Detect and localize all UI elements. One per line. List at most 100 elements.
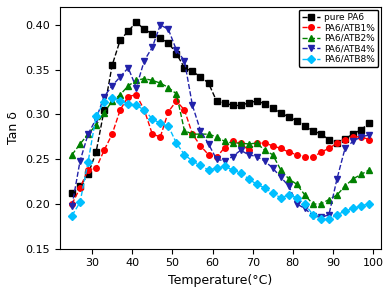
pure PA6 [78,184,83,188]
PA6/ATB1% [166,110,171,113]
Line: PA6/ATB2%: PA6/ATB2% [69,76,372,207]
pure PA6 [214,99,219,103]
PA6/ATB1% [254,141,259,145]
PA6/ATB4% [126,66,131,70]
PA6/ATB2% [335,193,339,197]
PA6/ATB4% [310,214,315,217]
PA6/ATB8% [262,186,267,190]
PA6/ATB4% [166,28,171,31]
PA6/ATB8% [222,165,227,168]
pure PA6 [198,75,203,78]
PA6/ATB2% [222,140,227,143]
PA6/ATB1% [367,138,371,141]
PA6/ATB4% [86,132,90,136]
PA6/ATB4% [278,175,283,179]
PA6/ATB8% [174,141,179,145]
PA6/ATB1% [126,95,131,98]
Legend: pure PA6, PA6/ATB1%, PA6/ATB2%, PA6/ATB4%, PA6/ATB8%: pure PA6, PA6/ATB1%, PA6/ATB2%, PA6/ATB4… [299,10,378,67]
PA6/ATB1% [343,138,347,141]
PA6/ATB4% [142,59,147,62]
PA6/ATB2% [174,92,179,96]
PA6/ATB1% [198,144,203,148]
PA6/ATB8% [367,202,371,206]
PA6/ATB8% [287,193,291,197]
PA6/ATB8% [214,166,219,170]
PA6/ATB4% [118,75,122,78]
PA6/ATB4% [150,46,155,49]
pure PA6 [110,64,115,67]
PA6/ATB1% [287,150,291,154]
PA6/ATB4% [182,59,187,62]
PA6/ATB4% [335,177,339,181]
PA6/ATB1% [351,135,355,138]
PA6/ATB2% [110,99,115,103]
pure PA6 [102,108,106,112]
PA6/ATB4% [94,117,99,121]
PA6/ATB1% [310,156,315,159]
PA6/ATB8% [343,209,347,213]
PA6/ATB2% [198,132,203,136]
PA6/ATB1% [359,135,363,138]
PA6/ATB8% [335,213,339,216]
PA6/ATB4% [174,48,179,52]
PA6/ATB2% [158,81,163,85]
pure PA6 [294,119,299,123]
PA6/ATB4% [158,23,163,27]
Line: PA6/ATB4%: PA6/ATB4% [69,22,372,220]
PA6/ATB1% [206,153,211,156]
pure PA6 [142,28,147,31]
pure PA6 [206,81,211,85]
PA6/ATB1% [278,147,283,150]
Line: PA6/ATB8%: PA6/ATB8% [69,96,372,222]
PA6/ATB4% [351,140,355,143]
PA6/ATB8% [198,164,203,167]
pure PA6 [158,36,163,40]
PA6/ATB8% [126,102,131,106]
PA6/ATB8% [271,191,275,195]
pure PA6 [118,38,122,42]
PA6/ATB1% [246,148,251,152]
PA6/ATB2% [142,77,147,80]
PA6/ATB8% [310,213,315,216]
PA6/ATB8% [134,104,138,107]
pure PA6 [94,150,99,154]
PA6/ATB2% [262,148,267,152]
PA6/ATB8% [278,196,283,200]
pure PA6 [182,66,187,70]
PA6/ATB4% [230,155,235,158]
pure PA6 [287,115,291,119]
Y-axis label: Tan δ: Tan δ [7,111,20,144]
PA6/ATB8% [150,117,155,121]
PA6/ATB1% [158,135,163,138]
PA6/ATB2% [94,123,99,127]
PA6/ATB8% [254,183,259,186]
PA6/ATB1% [134,93,138,96]
PA6/ATB1% [94,166,99,170]
PA6/ATB1% [262,141,267,145]
PA6/ATB8% [190,159,195,163]
PA6/ATB1% [303,155,307,158]
PA6/ATB2% [118,93,122,96]
PA6/ATB8% [102,100,106,104]
PA6/ATB2% [166,86,171,89]
pure PA6 [303,124,307,128]
PA6/ATB1% [182,108,187,112]
PA6/ATB2% [359,173,363,176]
PA6/ATB2% [310,202,315,206]
pure PA6 [126,29,131,33]
PA6/ATB2% [126,84,131,88]
PA6/ATB2% [319,202,323,206]
pure PA6 [367,122,371,125]
PA6/ATB2% [206,132,211,136]
PA6/ATB8% [326,218,331,221]
PA6/ATB1% [190,132,195,136]
PA6/ATB4% [262,159,267,163]
pure PA6 [238,104,243,107]
PA6/ATB1% [230,140,235,143]
PA6/ATB1% [142,108,147,112]
PA6/ATB1% [222,146,227,149]
PA6/ATB8% [230,168,235,172]
PA6/ATB4% [70,204,74,208]
pure PA6 [310,129,315,132]
PA6/ATB8% [118,99,122,103]
